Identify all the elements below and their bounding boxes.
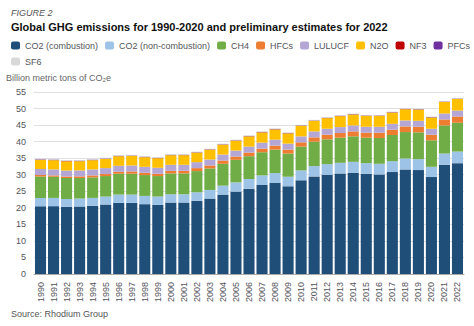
svg-text:5: 5 — [21, 252, 26, 262]
svg-text:2013: 2013 — [335, 282, 345, 302]
svg-text:N2O: N2O — [370, 41, 389, 51]
svg-text:2019: 2019 — [413, 282, 423, 302]
svg-text:35: 35 — [16, 153, 26, 163]
svg-text:2007: 2007 — [257, 282, 267, 302]
svg-text:15: 15 — [16, 219, 26, 229]
svg-text:CO2 (combustion): CO2 (combustion) — [25, 41, 98, 51]
svg-text:2015: 2015 — [361, 282, 371, 302]
svg-text:Billion metric tons of CO₂e: Billion metric tons of CO₂e — [6, 73, 111, 83]
svg-text:CH4: CH4 — [231, 41, 249, 51]
svg-text:2006: 2006 — [244, 282, 254, 302]
svg-text:2018: 2018 — [400, 282, 410, 302]
svg-text:2010: 2010 — [296, 282, 306, 302]
svg-text:PFCs: PFCs — [448, 41, 471, 51]
svg-text:2000: 2000 — [166, 282, 176, 302]
svg-text:2002: 2002 — [192, 282, 202, 302]
svg-text:NF3: NF3 — [410, 41, 427, 51]
svg-text:10: 10 — [16, 236, 26, 246]
svg-text:HFCs: HFCs — [270, 41, 293, 51]
svg-text:Global GHG emissions for 1990-: Global GHG emissions for 1990-2020 and p… — [11, 21, 388, 33]
svg-text:FIGURE 2: FIGURE 2 — [11, 8, 53, 18]
svg-text:25: 25 — [16, 186, 26, 196]
svg-text:2012: 2012 — [322, 282, 332, 302]
svg-text:2009: 2009 — [283, 282, 293, 302]
svg-text:2017: 2017 — [387, 282, 397, 302]
svg-text:2005: 2005 — [231, 282, 241, 302]
svg-text:1991: 1991 — [49, 282, 59, 302]
svg-text:1996: 1996 — [114, 282, 124, 302]
svg-text:2003: 2003 — [205, 282, 215, 302]
svg-text:1999: 1999 — [153, 282, 163, 302]
svg-text:2001: 2001 — [179, 282, 189, 302]
svg-text:1998: 1998 — [140, 282, 150, 302]
svg-text:1994: 1994 — [88, 282, 98, 302]
svg-text:1992: 1992 — [62, 282, 72, 302]
svg-text:LULUCF: LULUCF — [314, 41, 350, 51]
svg-text:50: 50 — [16, 104, 26, 114]
svg-text:1993: 1993 — [75, 282, 85, 302]
svg-text:2020: 2020 — [426, 282, 436, 302]
svg-text:2016: 2016 — [374, 282, 384, 302]
svg-text:20: 20 — [16, 203, 26, 213]
svg-text:30: 30 — [16, 170, 26, 180]
svg-text:1990: 1990 — [36, 282, 46, 302]
svg-text:45: 45 — [16, 120, 26, 130]
svg-text:Source: Rhodium Group: Source: Rhodium Group — [11, 309, 108, 319]
svg-text:1997: 1997 — [127, 282, 137, 302]
svg-text:2008: 2008 — [270, 282, 280, 302]
svg-text:2021: 2021 — [439, 282, 449, 302]
svg-text:SF6: SF6 — [25, 57, 42, 67]
svg-text:2004: 2004 — [218, 282, 228, 302]
svg-text:0: 0 — [21, 269, 26, 279]
svg-text:55: 55 — [16, 87, 26, 97]
svg-text:2022: 2022 — [452, 282, 462, 302]
svg-text:2014: 2014 — [348, 282, 358, 302]
svg-text:CO2 (non-combustion): CO2 (non-combustion) — [119, 41, 210, 51]
svg-text:2011: 2011 — [309, 282, 319, 301]
svg-text:1995: 1995 — [101, 282, 111, 302]
svg-text:40: 40 — [16, 137, 26, 147]
